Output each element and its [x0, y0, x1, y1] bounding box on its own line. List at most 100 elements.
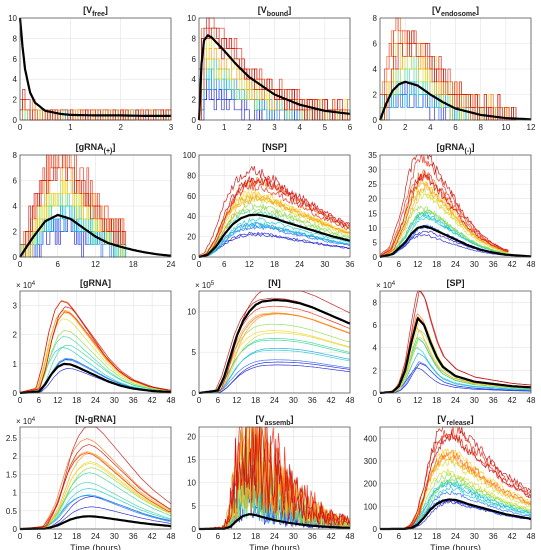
stochastic-trajectory [199, 313, 351, 394]
x-tick-label: 42 [327, 532, 336, 541]
axis-exponent: × 104 [376, 281, 396, 290]
trajectory-group [379, 154, 509, 258]
x-tick-label: 6 [37, 532, 42, 541]
y-tick-label: 6 [13, 55, 18, 64]
x-tick-label: 6 [397, 260, 402, 269]
subplot-2: 0 2 4 6 8 10 12 0 2 4 6 8 [Vendosome] [373, 5, 536, 132]
stochastic-trajectory [199, 359, 351, 394]
x-tick-label: 24 [295, 260, 304, 269]
stochastic-trajectory [379, 205, 509, 257]
x-tick-label: 36 [129, 532, 138, 541]
subplot-10: 0 6 12 18 24 30 36 42 48 0 5 10 15 20 [Vassemb] Time (h… [187, 414, 355, 550]
y-tick-label: 0 [192, 253, 197, 262]
y-tick-label: 10 [187, 307, 196, 316]
mean-trajectory [378, 80, 532, 121]
y-tick-label: 20 [368, 195, 377, 204]
stochastic-trajectory [199, 217, 351, 258]
axes-box [19, 290, 172, 394]
x-tick-label: 1 [68, 123, 73, 132]
stochastic-trajectory [379, 154, 509, 255]
x-tick-label: 0 [378, 260, 383, 269]
x-tick-label: 18 [432, 532, 441, 541]
y-tick-label: 6 [13, 177, 18, 186]
x-tick-label: 6 [222, 260, 227, 269]
stochastic-trajectory [380, 367, 531, 394]
x-tick-label: 10 [501, 123, 510, 132]
x-tick-label: 18 [72, 532, 81, 541]
stochastic-trajectory [199, 195, 351, 258]
y-tick-label: 8 [373, 298, 378, 307]
stochastic-trajectory [19, 438, 171, 530]
y-tick-label: 15 [368, 209, 377, 218]
x-tick-label: 42 [508, 260, 517, 269]
stochastic-trajectory [20, 452, 172, 530]
x-tick-label: 0 [197, 396, 202, 405]
stochastic-trajectory [199, 347, 351, 394]
subplot-title: [gRNA(+)] [76, 142, 116, 155]
stochastic-trajectory [198, 207, 351, 258]
y-tick-label: 0 [192, 116, 197, 125]
axes-box [379, 154, 532, 258]
y-tick-label: 0 [13, 389, 18, 398]
x-tick-label: 12 [527, 123, 536, 132]
axis-exponent: × 104 [16, 417, 36, 426]
x-tick-label: 24 [451, 396, 460, 405]
y-tick-label: 2.5 [6, 434, 18, 443]
x-tick-label: 6 [397, 532, 402, 541]
x-tick-label: 12 [413, 532, 422, 541]
x-tick-label: 48 [167, 532, 176, 541]
x-tick-label: 0 [197, 123, 202, 132]
subplot-title: [N] [268, 278, 281, 288]
subplot-title: [Vfree] [83, 5, 108, 18]
stochastic-trajectory [380, 361, 531, 394]
x-tick-label: 0 [18, 396, 23, 405]
y-tick-label: 2 [13, 331, 18, 340]
x-tick-label: 36 [489, 396, 498, 405]
subplot-7: 0 6 12 18 24 30 36 42 48 0 5 10 × 105 [N] [187, 278, 355, 405]
stochastic-trajectory [19, 452, 171, 530]
x-tick-label: 8 [478, 123, 483, 132]
y-tick-label: 1.5 [6, 470, 18, 479]
subplot-4: 0 6 12 18 24 30 36 0 20 40 60 80 100 [NSP] [183, 142, 355, 269]
x-tick-label: 42 [148, 396, 157, 405]
x-tick-label: 18 [251, 396, 260, 405]
axes-box [19, 154, 172, 258]
y-tick-label: 0 [373, 525, 378, 534]
x-tick-label: 0 [197, 532, 202, 541]
x-tick-label: 2 [403, 123, 408, 132]
axes-box [198, 154, 351, 258]
stochastic-trajectory [20, 180, 126, 258]
y-tick-label: 6 [373, 40, 378, 49]
mean-trajectory [197, 34, 351, 121]
y-tick-label: 100 [364, 502, 378, 511]
x-tick-label: 42 [327, 396, 336, 405]
subplot-title: [Vendosome] [432, 5, 479, 18]
y-tick-label: 0.5 [6, 507, 18, 516]
x-tick-label: 18 [432, 396, 441, 405]
x-tick-label: 6 [397, 396, 402, 405]
x-tick-label: 24 [167, 260, 176, 269]
subplot-title: [N-gRNA] [75, 414, 116, 424]
stochastic-trajectory [20, 154, 126, 245]
x-tick-label: 30 [110, 396, 119, 405]
x-tick-label: 12 [413, 396, 422, 405]
stochastic-trajectory [380, 17, 517, 121]
y-tick-label: 8 [373, 14, 378, 23]
y-tick-label: 30 [368, 166, 377, 175]
x-tick-label: 36 [489, 532, 498, 541]
subplot-9: 0 6 12 18 24 30 36 42 48 0 0.5 1 1.5 2 2.5 × 104 [N-gRNA… [6, 414, 176, 550]
axes-box [379, 426, 532, 530]
y-tick-label: 0 [192, 525, 197, 534]
subplot-0: 0 1 2 3 0 2 4 6 8 10 [Vfree] [8, 5, 174, 132]
y-tick-label: 1 [13, 360, 18, 369]
y-tick-label: 400 [364, 434, 378, 443]
x-tick-label: 36 [129, 396, 138, 405]
y-tick-label: 8 [13, 34, 18, 43]
subplot-title: [NSP] [262, 142, 287, 152]
y-tick-label: 1 [13, 489, 18, 498]
y-tick-label: 2 [13, 96, 18, 105]
x-tick-label: 18 [72, 396, 81, 405]
stochastic-trajectory [380, 17, 517, 121]
